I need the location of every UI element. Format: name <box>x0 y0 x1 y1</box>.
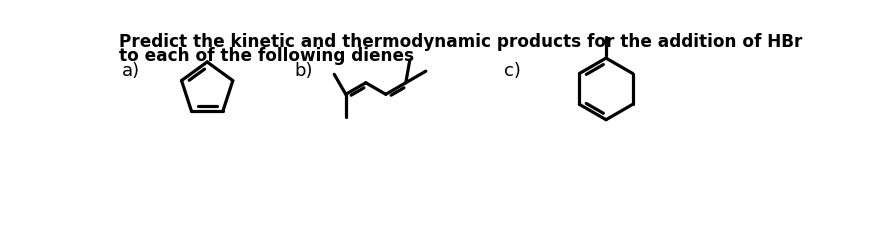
Text: to each of the following dienes: to each of the following dienes <box>118 47 413 65</box>
Text: Predict the kinetic and thermodynamic products for the addition of HBr: Predict the kinetic and thermodynamic pr… <box>118 33 801 51</box>
Text: c): c) <box>503 62 520 80</box>
Text: a): a) <box>122 62 140 80</box>
Text: b): b) <box>294 62 312 80</box>
